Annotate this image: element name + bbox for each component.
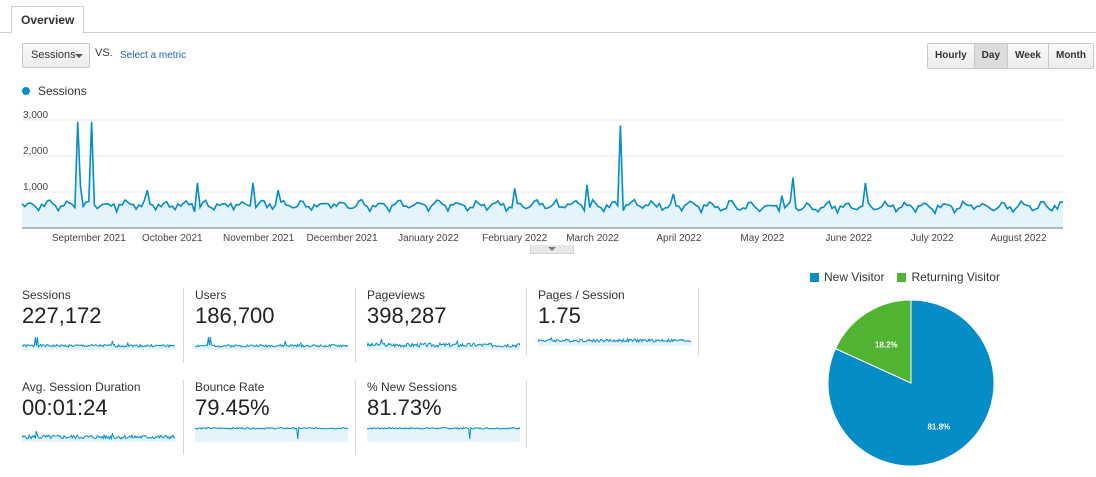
scorecard-value: 79.45% xyxy=(195,395,270,420)
metric-select[interactable]: Sessions xyxy=(22,43,90,68)
x-tick-label: June 2022 xyxy=(825,233,872,244)
sparkline xyxy=(195,336,348,350)
x-tick-label: February 2022 xyxy=(482,233,547,244)
pie-data-label: 81.8% xyxy=(927,422,950,431)
sparkline-line xyxy=(195,336,348,348)
granularity-toggle: Hourly Day Week Month xyxy=(927,43,1094,69)
week-button[interactable]: Week xyxy=(1007,44,1048,68)
scorecard-pageviews[interactable]: Pageviews 398,287 xyxy=(355,288,526,363)
sparkline-line xyxy=(22,430,175,441)
sparkline-line xyxy=(538,336,691,344)
scorecard-avg-session-duration[interactable]: Avg. Session Duration 00:01:24 xyxy=(22,380,193,455)
x-tick-label: April 2022 xyxy=(656,233,701,244)
scorecard-label: Users xyxy=(195,288,227,302)
scorecard-label: % New Sessions xyxy=(367,380,458,394)
scorecard-sessions[interactable]: Sessions 227,172 xyxy=(22,288,193,363)
sparkline xyxy=(22,336,175,350)
scorecard-label: Pageviews xyxy=(367,288,426,302)
sparkline-line xyxy=(195,426,348,440)
hourly-button[interactable]: Hourly xyxy=(928,44,974,68)
month-button[interactable]: Month xyxy=(1047,44,1093,68)
legend-swatch xyxy=(897,272,907,282)
legend-label: New Visitor xyxy=(824,270,885,284)
scorecard-bounce-rate[interactable]: Bounce Rate 79.45% xyxy=(183,380,354,455)
x-tick-label: December 2021 xyxy=(307,233,379,244)
scorecard-value: 186,700 xyxy=(195,303,275,328)
x-tick-label: October 2021 xyxy=(142,233,203,244)
scorecard-value: 398,287 xyxy=(367,303,447,328)
sparkline xyxy=(367,338,520,350)
tab-overview[interactable]: Overview xyxy=(11,6,85,34)
sparkline-line xyxy=(367,338,520,349)
sparkline-area xyxy=(195,427,348,442)
scorecard-pages-per-session[interactable]: Pages / Session 1.75 xyxy=(526,288,697,356)
pie-legend: New Visitor Returning Visitor xyxy=(810,270,1013,284)
y-tick-label: 3,000 xyxy=(23,110,48,121)
scorecard-value: 1.75 xyxy=(538,303,581,328)
chevron-down-icon xyxy=(75,54,83,58)
sparkline-area xyxy=(538,338,691,346)
sparkline-line xyxy=(367,426,520,440)
legend-label-sessions: Sessions xyxy=(38,84,87,98)
scorecard-value: 00:01:24 xyxy=(22,395,108,420)
pie-data-label: 18.2% xyxy=(875,341,898,350)
x-tick-label: November 2021 xyxy=(223,233,295,244)
x-tick-label: January 2022 xyxy=(398,233,459,244)
sparkline-area xyxy=(367,427,520,442)
scorecard-value: 81.73% xyxy=(367,395,442,420)
legend-item-returning-visitor[interactable]: Returning Visitor xyxy=(897,270,1000,284)
scorecard-label: Bounce Rate xyxy=(195,380,265,394)
metric-select-value: Sessions xyxy=(31,49,76,61)
sparkline xyxy=(195,426,348,442)
y-tick-label: 2,000 xyxy=(23,146,48,157)
report-tab-bar: Overview xyxy=(0,0,1096,34)
sparkline-area xyxy=(195,337,348,350)
sparkline xyxy=(22,430,175,442)
x-tick-label: September 2021 xyxy=(52,233,126,244)
scorecard-users[interactable]: Users 186,700 xyxy=(183,288,354,363)
series-dot-icon xyxy=(22,87,30,95)
sessions-line xyxy=(21,121,1064,216)
legend-swatch xyxy=(810,272,819,282)
pie-slice-returning-visitor[interactable] xyxy=(834,299,912,384)
scorecard-label: Pages / Session xyxy=(538,288,625,302)
x-tick-label: March 2022 xyxy=(566,233,619,244)
sparkline xyxy=(367,426,520,442)
sessions-area xyxy=(22,121,1063,228)
legend-label: Returning Visitor xyxy=(911,270,1000,284)
sparkline-area xyxy=(22,431,175,442)
sparkline xyxy=(538,336,691,346)
visitor-type-pie-chart: 81.8% 18.2% xyxy=(827,299,995,467)
scorecard-value: 227,172 xyxy=(22,303,102,328)
x-tick-label: May 2022 xyxy=(740,233,784,244)
vs-label: VS. xyxy=(95,47,113,59)
scorecard-new-sessions[interactable]: % New Sessions 81.73% xyxy=(355,380,526,455)
scorecard-divider xyxy=(526,380,697,448)
y-tick-label: 1,000 xyxy=(23,182,48,193)
chevron-down-icon xyxy=(548,247,556,251)
sparkline-area xyxy=(22,337,175,350)
scorecard-label: Avg. Session Duration xyxy=(22,380,141,394)
scorecard-label: Sessions xyxy=(22,288,71,302)
sparkline-line xyxy=(22,336,175,349)
x-tick-label: July 2022 xyxy=(911,233,954,244)
scorecard-divider xyxy=(698,288,869,356)
select-metric-link[interactable]: Select a metric xyxy=(120,50,187,61)
x-tick-label: August 2022 xyxy=(990,233,1047,244)
chart-legend: Sessions xyxy=(22,84,87,98)
sessions-line-chart: 3,000 2,000 1,000 September 2021 October 202… xyxy=(21,110,1064,244)
day-button[interactable]: Day xyxy=(973,44,1008,68)
chart-collapse-handle[interactable] xyxy=(530,245,574,254)
legend-item-new-visitor[interactable]: New Visitor xyxy=(810,270,884,284)
